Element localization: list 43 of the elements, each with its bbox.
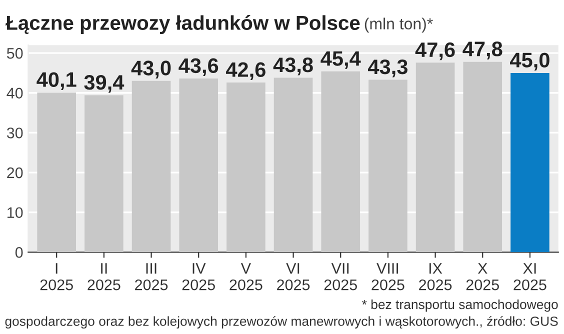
chart-subtitle: (mln ton)*	[364, 18, 433, 33]
x-tick-label: VIII 2025	[372, 263, 404, 290]
text: gospodarczego oraz bez kolejowych przewozów manewrowych i wąskotorowych., źródło: GUS	[5, 316, 558, 329]
x-tick-label: II 2025	[88, 263, 120, 290]
bar	[179, 78, 218, 252]
bar	[368, 80, 408, 252]
x-tick-label: III 2025	[135, 263, 168, 290]
y-tick-label: 30	[6, 128, 23, 138]
data-label: 43,6	[178, 58, 218, 76]
y-tick-label: 10	[8, 207, 23, 218]
bar	[37, 92, 76, 252]
data-label: 43,3	[368, 59, 408, 78]
data-label: 43,8	[273, 57, 313, 76]
data-label: 40,1	[36, 72, 76, 90]
text: * bez transportu samochodowego	[362, 299, 558, 312]
x-tick-label: X 2025	[466, 263, 499, 290]
data-label: 42,6	[226, 62, 266, 80]
chart-title: Łączne przewozy ładunków w Polsce	[6, 15, 360, 34]
data-label: 47,6	[415, 42, 455, 60]
y-tick-label: 20	[7, 167, 23, 178]
x-tick-label: I 2025	[40, 263, 73, 290]
x-tick-label: IV 2025	[182, 263, 215, 290]
x-tick-label: XI 2025	[514, 263, 546, 290]
y-tick-label: 50	[6, 48, 23, 59]
y-tick-label: 40	[6, 88, 23, 99]
data-label: 47,8	[462, 42, 502, 60]
bar	[84, 95, 124, 252]
bar	[321, 71, 360, 252]
data-label: 39,4	[84, 75, 124, 93]
bar	[132, 80, 171, 252]
y-tick-label: 0	[15, 247, 23, 258]
x-tick-label: VII 2025	[324, 263, 357, 290]
bar	[463, 62, 502, 252]
bar	[226, 82, 266, 252]
data-label: 45,0	[510, 52, 550, 70]
data-label: 43,0	[131, 60, 171, 78]
x-tick-label: IX 2025	[419, 263, 452, 290]
bar	[510, 72, 550, 252]
x-tick-label: V 2025	[230, 263, 262, 290]
bar	[274, 78, 313, 252]
data-label: 45,4	[320, 51, 361, 69]
bar	[416, 62, 455, 252]
x-tick-label: VI 2025	[277, 263, 310, 290]
